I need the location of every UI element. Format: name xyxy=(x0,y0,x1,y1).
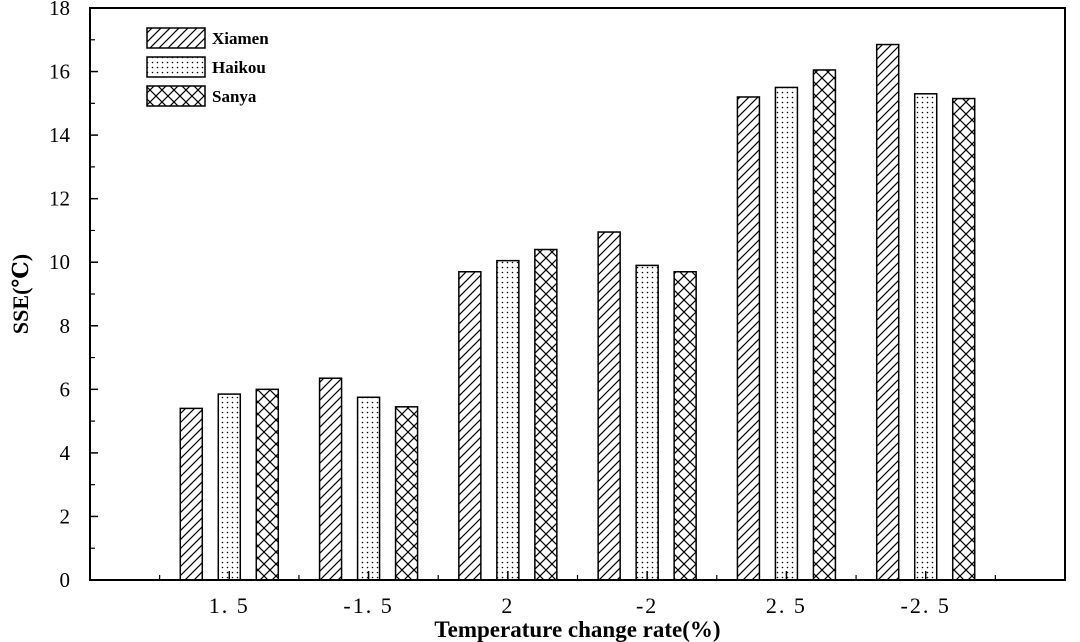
y-tick-label: 8 xyxy=(60,314,71,338)
bar-haikou xyxy=(217,393,242,581)
bar-xiamen xyxy=(318,377,343,581)
y-tick-label: 4 xyxy=(60,441,71,465)
y-axis: 0 2 4 6 8 10 12 14 16 18 xyxy=(49,0,98,592)
bar-sanya xyxy=(812,69,837,581)
x-tick-label: -1. 5 xyxy=(343,593,393,618)
legend-swatch-sanya xyxy=(146,85,206,107)
bar-haikou xyxy=(635,264,659,581)
bar-xiamen xyxy=(458,271,482,581)
legend-label-xiamen: Xiamen xyxy=(212,29,269,48)
bar-haikou xyxy=(913,93,938,581)
bar-sanya xyxy=(394,406,419,581)
x-tick-label: -2 xyxy=(636,593,658,618)
x-tick-label: 2. 5 xyxy=(766,593,807,618)
y-tick-label: 18 xyxy=(49,0,70,20)
bar-sanya xyxy=(673,271,697,581)
bar-haikou xyxy=(356,396,381,581)
bar-xiamen xyxy=(875,43,900,581)
y-tick-label: 2 xyxy=(60,504,71,528)
y-tick-label: 16 xyxy=(49,60,70,84)
legend-label-haikou: Haikou xyxy=(212,58,266,77)
bars xyxy=(179,43,976,581)
y-tick-label: 12 xyxy=(49,187,70,211)
bar-sanya xyxy=(534,248,558,581)
legend-label-sanya: Sanya xyxy=(212,87,257,106)
y-axis-title: SSE(℃) xyxy=(8,254,33,334)
bar-sanya xyxy=(255,388,280,581)
bar-haikou xyxy=(496,259,520,581)
x-tick-label: -2. 5 xyxy=(901,593,951,618)
y-tick-label: 0 xyxy=(60,568,71,592)
legend: Xiamen Haikou Sanya xyxy=(146,27,269,107)
y-tick-label: 6 xyxy=(60,377,71,401)
legend-swatch-xiamen xyxy=(146,27,206,49)
bar-xiamen xyxy=(597,231,621,581)
bar-haikou xyxy=(774,86,799,581)
x-axis-title: Temperature change rate(%) xyxy=(434,617,720,642)
x-tick-label: 1. 5 xyxy=(209,593,250,618)
bar-xiamen xyxy=(736,96,761,581)
bar-xiamen xyxy=(179,407,204,581)
x-axis: 1. 5 -1. 5 2 -2 2. 5 -2. 5 xyxy=(159,571,996,618)
y-tick-label: 14 xyxy=(49,123,71,147)
legend-swatch-haikou xyxy=(146,56,206,78)
y-tick-label: 10 xyxy=(49,250,70,274)
bar-sanya xyxy=(951,97,976,581)
x-tick-label: 2 xyxy=(501,593,514,618)
